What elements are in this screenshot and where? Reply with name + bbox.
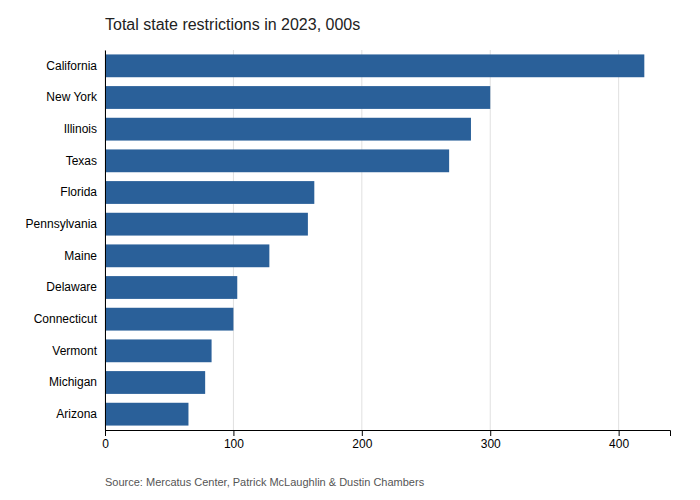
tick-label: California xyxy=(46,59,97,73)
y-axis: California New York Illinois Texas Florida Pe… xyxy=(26,51,106,431)
bar xyxy=(105,54,644,77)
tick: Delaware xyxy=(46,280,97,294)
tick-label: Michigan xyxy=(49,375,97,389)
tick: Texas xyxy=(66,154,97,168)
tick: Pennsylvania xyxy=(26,217,98,231)
grid-line xyxy=(105,50,106,430)
tick: New York xyxy=(46,90,98,104)
tick-mark xyxy=(362,430,363,436)
bar xyxy=(105,118,471,141)
tick: Arizona xyxy=(56,407,97,421)
tick-label: Illinois xyxy=(64,122,97,136)
tick-label: Delaware xyxy=(46,280,97,294)
x-axis: 0 100 200 300 400 xyxy=(102,430,670,451)
tick-label: 400 xyxy=(609,437,629,451)
tick: Vermont xyxy=(52,344,97,358)
tick-label: 200 xyxy=(352,437,372,451)
bar xyxy=(105,371,205,394)
bar xyxy=(105,276,237,299)
tick: 100 xyxy=(224,430,244,451)
tick: Connecticut xyxy=(34,312,98,326)
tick: 400 xyxy=(609,430,629,451)
grid-line xyxy=(618,50,619,430)
tick-label: Vermont xyxy=(52,344,97,358)
tick-label: Maine xyxy=(64,249,97,263)
bar xyxy=(105,213,308,236)
bars xyxy=(105,54,644,425)
tick-label: Pennsylvania xyxy=(26,217,98,231)
tick: Maine xyxy=(64,249,97,263)
tick: 0 xyxy=(102,430,109,451)
bar xyxy=(105,181,314,204)
bar xyxy=(105,308,233,331)
bar xyxy=(105,149,449,172)
bar xyxy=(105,339,212,362)
tick: Illinois xyxy=(64,122,97,136)
bar xyxy=(105,403,188,426)
axis-line xyxy=(106,431,671,437)
tick-label: Arizona xyxy=(56,407,97,421)
tick: Florida xyxy=(60,185,97,199)
tick-label: Florida xyxy=(60,185,97,199)
tick-label: Texas xyxy=(66,154,97,168)
bar xyxy=(105,244,269,267)
tick-mark xyxy=(105,430,106,436)
plot-area: 0 100 200 300 400 California New York Illinois T… xyxy=(26,50,671,451)
chart: 0 100 200 300 400 California New York Illinois T… xyxy=(0,0,700,500)
tick-mark xyxy=(619,430,620,436)
tick-label: 100 xyxy=(224,437,244,451)
axis-line xyxy=(105,51,106,431)
tick: 300 xyxy=(481,430,501,451)
tick-mark xyxy=(233,430,234,436)
grid xyxy=(105,50,619,430)
tick-label: Connecticut xyxy=(34,312,98,326)
tick: 200 xyxy=(352,430,372,451)
tick-label: 0 xyxy=(102,437,109,451)
title: Total state restrictions in 2023, 000s xyxy=(105,16,360,33)
tick: California xyxy=(46,59,97,73)
tick-label: 300 xyxy=(481,437,501,451)
annotation: Source: Mercatus Center, Patrick McLaugh… xyxy=(105,476,425,488)
tick-mark xyxy=(490,430,491,436)
tick: Michigan xyxy=(49,375,97,389)
bar xyxy=(105,86,490,109)
tick-label: New York xyxy=(46,90,98,104)
